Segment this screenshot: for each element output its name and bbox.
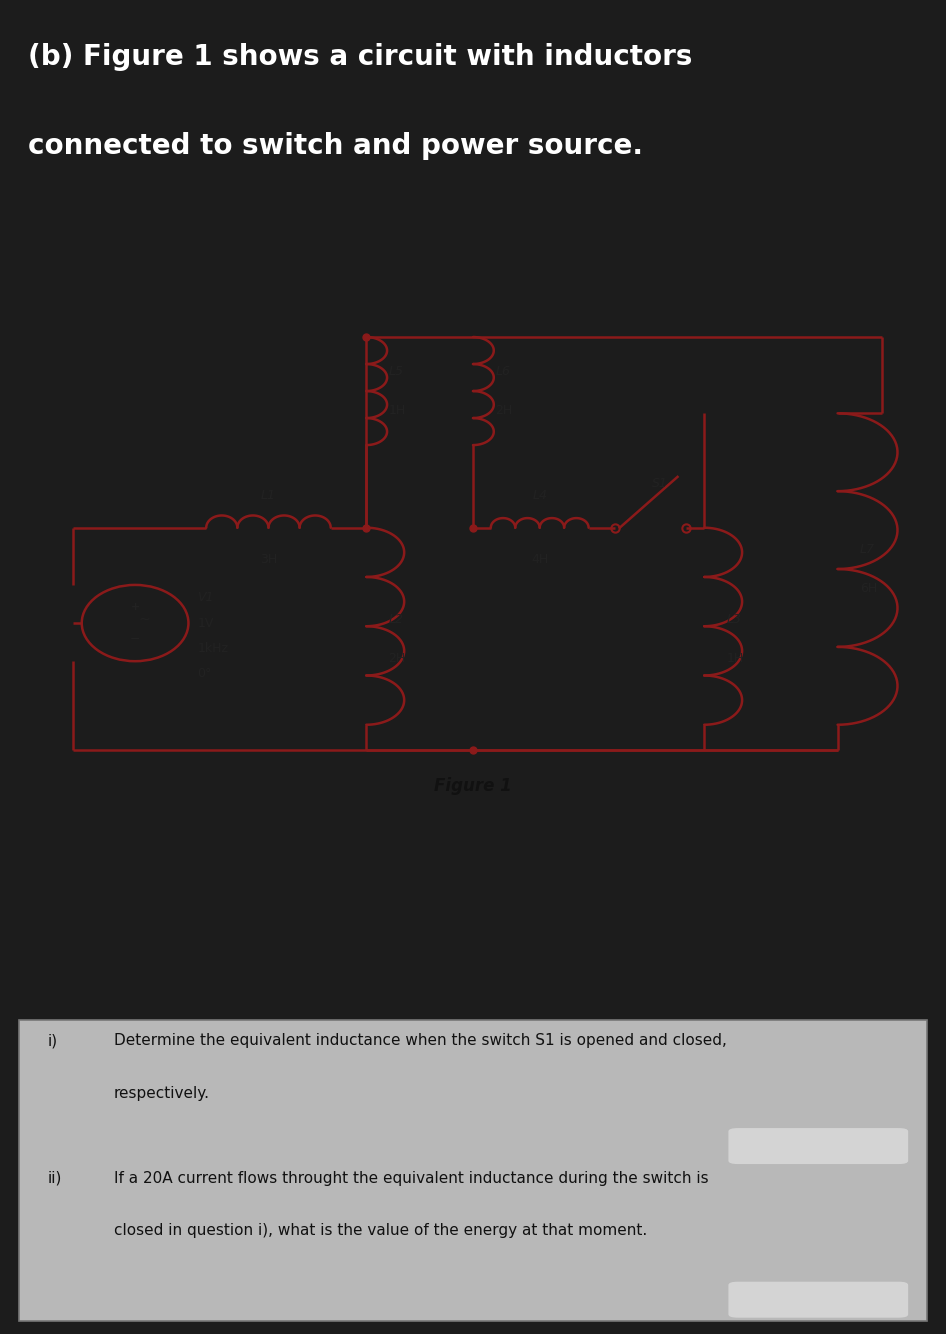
Text: (b) Figure 1 shows a circuit with inductors: (b) Figure 1 shows a circuit with induct… — [28, 43, 692, 71]
Text: Determine the equivalent inductance when the switch S1 is opened and closed,: Determine the equivalent inductance when… — [114, 1034, 727, 1049]
Text: V1: V1 — [198, 591, 214, 604]
Text: connected to switch and power source.: connected to switch and power source. — [28, 132, 643, 160]
Text: L2: L2 — [389, 614, 404, 626]
Text: ii): ii) — [47, 1171, 61, 1186]
Text: 2H: 2H — [389, 652, 406, 664]
Text: 1H: 1H — [389, 404, 406, 416]
Text: S1: S1 — [652, 476, 668, 490]
FancyBboxPatch shape — [19, 1021, 927, 1321]
Text: L4: L4 — [533, 490, 547, 503]
Text: 1V: 1V — [198, 616, 214, 630]
Text: +: + — [131, 602, 140, 612]
Text: 4H: 4H — [531, 554, 549, 566]
Text: i): i) — [47, 1034, 58, 1049]
Text: If a 20A current flows throught the equivalent inductance during the switch is: If a 20A current flows throught the equi… — [114, 1171, 709, 1186]
Text: L7: L7 — [860, 543, 875, 556]
Text: L1: L1 — [261, 490, 276, 503]
Text: respectively.: respectively. — [114, 1086, 209, 1101]
Text: 1kHz: 1kHz — [198, 642, 228, 655]
Text: L6: L6 — [496, 366, 510, 379]
Text: L5: L5 — [389, 366, 404, 379]
Text: Figure 1: Figure 1 — [434, 776, 512, 795]
FancyBboxPatch shape — [728, 1129, 908, 1165]
Text: 3H: 3H — [260, 554, 277, 566]
Text: closed in question i), what is the value of the energy at that moment.: closed in question i), what is the value… — [114, 1223, 647, 1238]
Text: L3: L3 — [727, 614, 742, 626]
Text: 2H: 2H — [496, 404, 513, 416]
Text: 1H: 1H — [727, 652, 744, 664]
Text: −: − — [130, 632, 140, 646]
Text: ~: ~ — [138, 612, 149, 627]
Text: 0°: 0° — [198, 667, 212, 680]
FancyBboxPatch shape — [728, 1282, 908, 1318]
Text: 6H: 6H — [860, 582, 877, 595]
